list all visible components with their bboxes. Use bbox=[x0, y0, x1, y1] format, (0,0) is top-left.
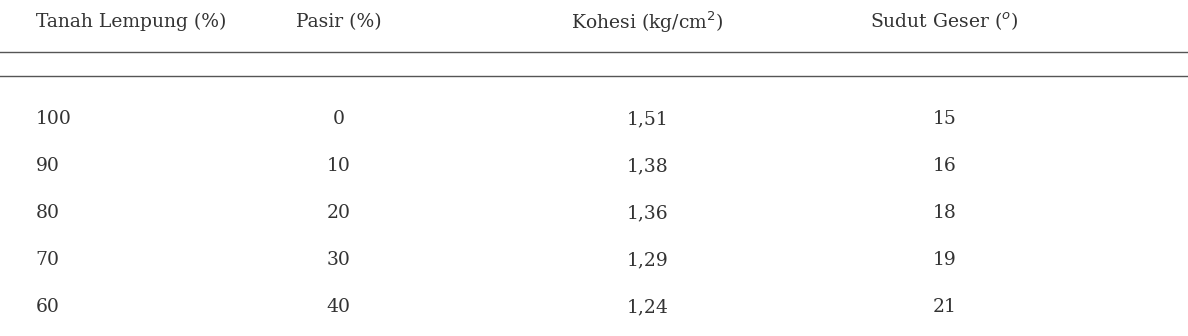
Text: 70: 70 bbox=[36, 251, 59, 269]
Text: 1,36: 1,36 bbox=[626, 204, 669, 222]
Text: 90: 90 bbox=[36, 157, 59, 175]
Text: Kohesi (kg/cm$^2$): Kohesi (kg/cm$^2$) bbox=[571, 9, 723, 35]
Text: 1,38: 1,38 bbox=[626, 157, 669, 175]
Text: 30: 30 bbox=[327, 251, 350, 269]
Text: 21: 21 bbox=[933, 298, 956, 317]
Text: 10: 10 bbox=[327, 157, 350, 175]
Text: 15: 15 bbox=[933, 110, 956, 128]
Text: 16: 16 bbox=[933, 157, 956, 175]
Text: 19: 19 bbox=[933, 251, 956, 269]
Text: 100: 100 bbox=[36, 110, 71, 128]
Text: 40: 40 bbox=[327, 298, 350, 317]
Text: Sudut Geser ($^o$): Sudut Geser ($^o$) bbox=[871, 11, 1018, 33]
Text: 60: 60 bbox=[36, 298, 59, 317]
Text: 18: 18 bbox=[933, 204, 956, 222]
Text: 0: 0 bbox=[333, 110, 345, 128]
Text: 1,24: 1,24 bbox=[626, 298, 669, 317]
Text: 20: 20 bbox=[327, 204, 350, 222]
Text: Tanah Lempung (%): Tanah Lempung (%) bbox=[36, 13, 226, 31]
Text: 1,29: 1,29 bbox=[626, 251, 669, 269]
Text: 1,51: 1,51 bbox=[626, 110, 669, 128]
Text: Pasir (%): Pasir (%) bbox=[296, 13, 381, 31]
Text: 80: 80 bbox=[36, 204, 59, 222]
